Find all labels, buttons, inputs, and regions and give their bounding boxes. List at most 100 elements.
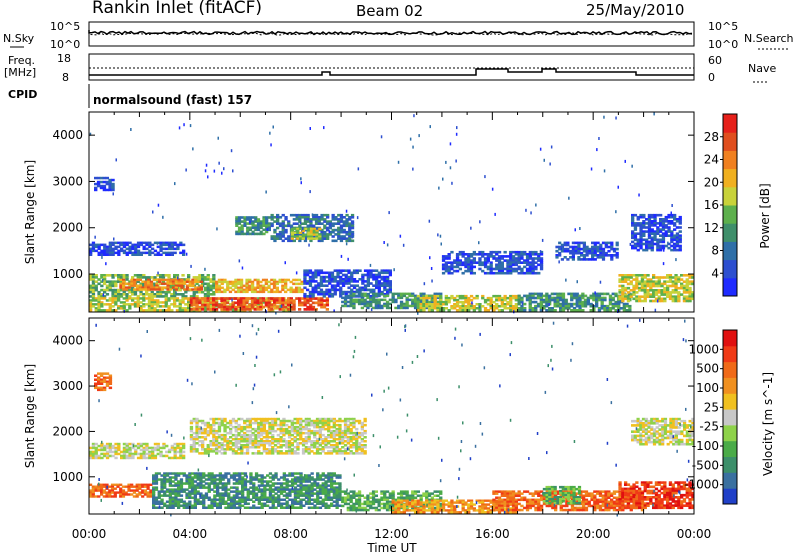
data-cell: [128, 457, 131, 460]
power-ylabel: Slant Range [km]: [23, 160, 37, 264]
speckle-cell: [596, 148, 598, 151]
speckle-cell: [270, 143, 272, 146]
speckle-cell: [103, 293, 105, 296]
speckle-cell: [671, 212, 673, 215]
speckle-cell: [158, 204, 160, 207]
speckle-cell: [130, 128, 132, 131]
data-cell: [145, 453, 148, 456]
data-cell: [212, 293, 215, 296]
colorbar-tick-label: 24: [704, 153, 719, 167]
speckle-cell: [269, 132, 271, 135]
freq-panel: [89, 54, 694, 80]
data-cell: [351, 216, 354, 219]
velocity-heatmap: [89, 319, 695, 517]
speckle-cell: [378, 304, 380, 307]
speckle-cell: [562, 248, 564, 251]
data-cell: [352, 307, 355, 310]
data-cell: [92, 495, 95, 497]
speckle-cell: [273, 126, 275, 129]
data-cell: [523, 309, 526, 312]
speckle-cell: [310, 127, 312, 130]
data-cell: [125, 493, 128, 495]
data-cell: [159, 250, 162, 253]
y-tick-label: 2000: [52, 221, 83, 235]
data-cell: [534, 268, 537, 271]
data-cell: [95, 457, 98, 460]
speckle-cell: [152, 211, 154, 214]
data-cell: [422, 309, 425, 312]
data-cell: [145, 252, 148, 255]
data-cell: [523, 303, 526, 306]
data-cell: [145, 457, 148, 460]
speckle-cell: [308, 244, 310, 247]
data-cell: [602, 242, 605, 245]
speckle-cell: [206, 164, 208, 167]
speckle-cell: [487, 261, 489, 264]
data-cell: [174, 252, 177, 255]
speckle-cell: [204, 268, 206, 271]
data-cell: [534, 309, 537, 312]
data-cell: [111, 179, 114, 182]
speckle-cell: [347, 258, 349, 261]
date-label: 25/May/2010: [586, 1, 684, 19]
data-cell: [175, 288, 178, 290]
data-cell: [109, 387, 112, 390]
data-cell: [572, 258, 575, 261]
colorbar-swatch: [723, 223, 737, 242]
speckle-cell: [600, 281, 602, 284]
speckle-cell: [232, 169, 234, 172]
speckle-cell: [105, 262, 107, 265]
speckle-cell: [94, 236, 96, 239]
data-cell: [219, 507, 222, 510]
data-cell: [94, 375, 97, 378]
data-cell: [97, 383, 100, 386]
data-cell: [610, 258, 613, 261]
data-cell: [128, 242, 131, 245]
colorbar-swatch: [723, 150, 737, 169]
data-cell: [105, 495, 108, 497]
speckle-cell: [568, 197, 570, 200]
speckle-cell: [398, 161, 400, 164]
speckle-cell: [242, 267, 244, 270]
speckle-cell: [558, 260, 560, 263]
data-cell: [566, 244, 569, 247]
data-cell: [663, 300, 666, 303]
data-cell: [128, 307, 131, 310]
data-cell: [312, 295, 315, 298]
speckle-cell: [603, 116, 605, 119]
speckle-cell: [657, 300, 659, 303]
data-cell: [241, 233, 244, 236]
speckle-cell: [441, 243, 443, 246]
speckle-cell: [456, 126, 458, 129]
speckle-cell: [625, 160, 627, 163]
data-cell: [145, 244, 148, 247]
speckle-cell: [540, 148, 542, 151]
data-cell: [108, 189, 111, 192]
speckle-cell: [312, 213, 314, 216]
data-cell: [131, 457, 134, 460]
speckle-cell: [431, 280, 433, 283]
data-cell: [318, 228, 321, 230]
data-cell: [326, 237, 329, 240]
speckle-cell: [579, 227, 581, 230]
speckle-cell: [102, 279, 104, 282]
speckle-cell: [437, 233, 439, 236]
y-tick-label: 1000: [52, 267, 83, 281]
speckle-cell: [430, 125, 432, 128]
power-heatmap: [89, 112, 695, 314]
data-cell: [159, 254, 162, 257]
station-title: Rankin Inlet (fitACF): [92, 0, 262, 18]
speckle-cell: [451, 182, 453, 185]
speckle-cell: [445, 161, 447, 164]
speckle-cell: [179, 126, 181, 129]
nsky-trace: [89, 30, 692, 35]
data-cell: [147, 495, 150, 497]
speckle-cell: [542, 239, 544, 242]
speckle-cell: [594, 291, 596, 294]
data-cell: [155, 482, 158, 485]
nsky-bottom-tick: 10^0: [50, 38, 80, 51]
data-cell: [97, 372, 100, 375]
data-cell: [448, 301, 451, 304]
data-cell: [394, 301, 397, 304]
